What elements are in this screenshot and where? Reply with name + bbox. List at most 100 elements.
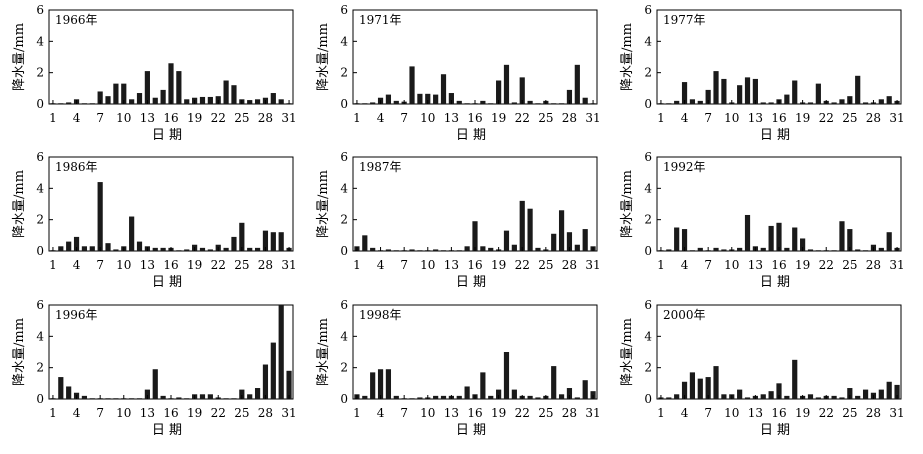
x-tick-label: 25: [234, 406, 249, 420]
bar: [278, 99, 284, 104]
x-tick-label: 25: [538, 258, 553, 272]
x-tick-label: 28: [866, 111, 881, 125]
bar: [511, 389, 517, 399]
y-tick-label: 6: [644, 298, 652, 312]
x-tick-label: 13: [748, 406, 763, 420]
bar: [58, 377, 64, 399]
bar: [160, 395, 166, 399]
y-tick-label: 4: [644, 329, 652, 343]
bar: [855, 395, 861, 399]
bar: [278, 305, 284, 399]
x-axis-label: 日 期: [760, 423, 790, 438]
bar: [247, 247, 253, 251]
x-axis-label: 日 期: [760, 128, 790, 143]
y-tick-label: 4: [36, 181, 44, 195]
bar: [393, 395, 399, 399]
x-tick-label: 1: [657, 111, 665, 125]
y-axis-label: 降水量/mm: [620, 23, 635, 91]
bar: [456, 100, 462, 104]
bar: [815, 250, 821, 251]
bar: [496, 80, 502, 104]
bar: [666, 397, 672, 399]
chart-title: 1992年: [663, 160, 706, 174]
x-tick-label: 28: [258, 258, 273, 272]
bar: [713, 247, 719, 251]
x-tick-label: 31: [585, 258, 600, 272]
x-tick-label: 19: [795, 406, 810, 420]
x-tick-label: 19: [491, 406, 506, 420]
bar: [792, 227, 798, 251]
bar: [231, 85, 237, 104]
bar: [886, 96, 892, 104]
x-tick-label: 31: [281, 258, 296, 272]
bar: [207, 394, 213, 399]
x-tick-label: 4: [377, 111, 385, 125]
bar: [886, 232, 892, 251]
bar: [66, 386, 72, 399]
x-tick-label: 4: [377, 406, 385, 420]
bar: [464, 386, 470, 399]
bar: [689, 250, 696, 251]
bar: [160, 89, 166, 104]
bar: [278, 232, 284, 251]
x-axis-label: 日 期: [760, 275, 790, 290]
y-tick-label: 4: [36, 34, 44, 48]
bar: [737, 85, 743, 104]
bar: [425, 93, 431, 104]
x-tick-label: 10: [724, 406, 739, 420]
x-tick-label: 4: [73, 258, 81, 272]
x-tick-label: 16: [163, 258, 178, 272]
x-tick-label: 7: [704, 258, 712, 272]
y-tick-label: 6: [340, 298, 348, 312]
bar: [456, 395, 462, 399]
y-axis-label: 降水量/mm: [620, 170, 635, 238]
y-tick-label: 2: [340, 213, 348, 227]
x-tick-label: 19: [187, 258, 202, 272]
x-tick-label: 16: [771, 111, 786, 125]
bar: [792, 80, 798, 104]
bar: [535, 103, 541, 104]
y-axis-label: 降水量/mm: [620, 318, 635, 386]
y-tick-label: 2: [644, 361, 652, 375]
bar: [136, 93, 143, 104]
bar: [448, 93, 454, 104]
x-tick-label: 10: [724, 111, 739, 125]
bar: [566, 232, 573, 251]
x-tick-label: 1: [657, 258, 665, 272]
y-tick-label: 0: [340, 244, 348, 258]
x-axis-label: 日 期: [456, 128, 486, 143]
bar: [503, 230, 510, 251]
x-tick-label: 16: [771, 258, 786, 272]
bar: [129, 99, 135, 104]
bar: [535, 397, 541, 399]
y-tick-label: 4: [340, 329, 348, 343]
bar: [417, 250, 423, 251]
x-tick-label: 22: [515, 406, 530, 420]
bar: [855, 249, 861, 251]
bar: [393, 100, 399, 104]
bar: [574, 64, 580, 104]
bar: [58, 103, 64, 104]
y-tick-label: 0: [340, 97, 348, 111]
x-tick-label: 25: [234, 111, 249, 125]
bar: [113, 398, 119, 399]
bar: [409, 66, 415, 104]
x-tick-label: 19: [795, 111, 810, 125]
bar: [207, 249, 213, 251]
y-tick-label: 0: [644, 244, 652, 258]
chart-title: 1987年: [359, 160, 402, 174]
bar: [574, 397, 580, 399]
x-tick-label: 4: [681, 406, 689, 420]
bar: [105, 96, 111, 104]
y-tick-label: 0: [36, 244, 44, 258]
x-axis-label: 日 期: [152, 128, 182, 143]
y-tick-label: 2: [340, 361, 348, 375]
bar: [737, 389, 743, 399]
bar: [511, 244, 517, 251]
x-tick-label: 1: [49, 258, 57, 272]
bar: [247, 100, 253, 104]
bar: [689, 372, 696, 399]
